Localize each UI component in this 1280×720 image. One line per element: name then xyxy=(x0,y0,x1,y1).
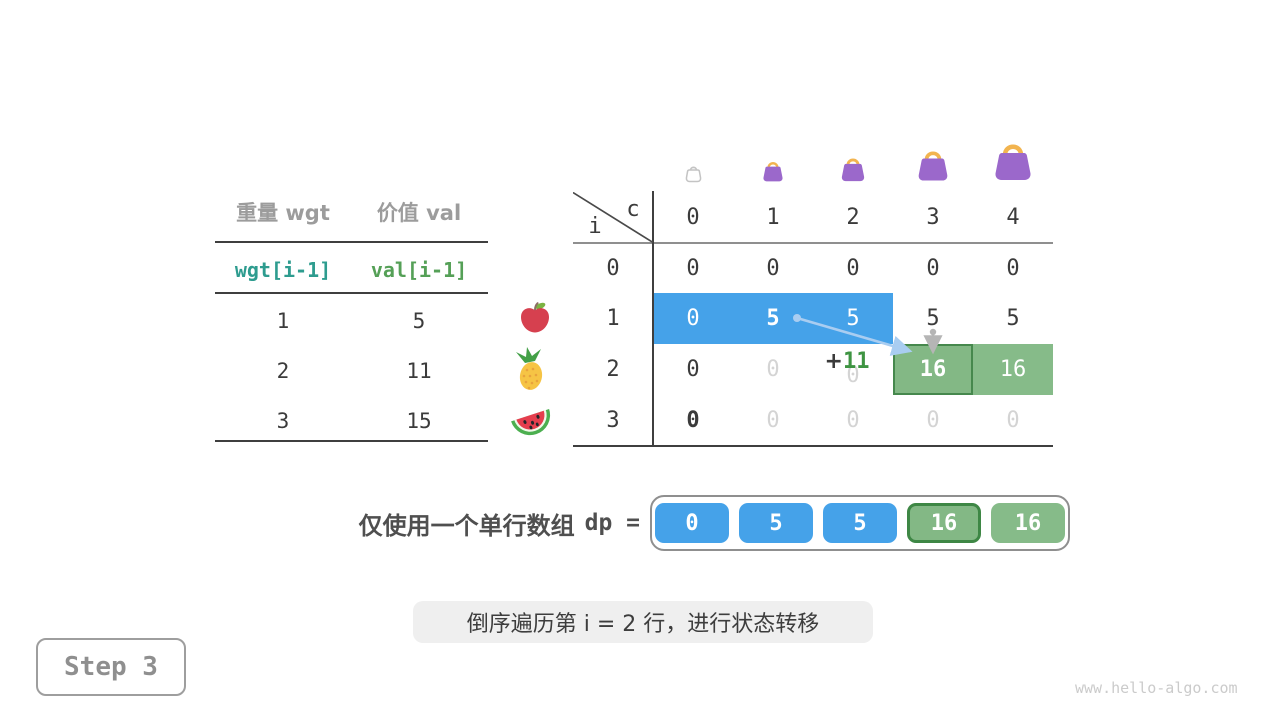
gray-transition-arrow xyxy=(923,328,943,355)
col-header-4: 4 xyxy=(1006,204,1020,230)
dp-array-container: 0 5 5 16 16 xyxy=(650,495,1070,551)
dp-cell-r0-c0: 0 xyxy=(686,256,700,281)
row-header-3: 3 xyxy=(606,408,620,433)
item-value-1: 5 xyxy=(412,309,426,333)
col-header-2: 2 xyxy=(846,204,860,230)
dp-cell-r1-c2: 5 xyxy=(846,306,860,331)
dp-array-cell-2: 5 xyxy=(823,503,897,543)
dp-cell-r1-c0: 0 xyxy=(686,306,700,331)
corner-label-c: c xyxy=(626,196,640,222)
col-header-3: 3 xyxy=(926,204,940,230)
apple-icon xyxy=(521,302,549,333)
dp-cell-r0-c4: 0 xyxy=(1006,256,1020,281)
dp-cell-r3-c2: 0 xyxy=(846,408,860,433)
corner-label-i: i xyxy=(588,213,602,239)
dp-cell-r1-c3: 5 xyxy=(926,306,940,331)
dp-cell-r0-c3: 0 xyxy=(926,256,940,281)
pineapple-icon xyxy=(516,347,543,390)
dp-cell-r0-c2: 0 xyxy=(846,256,860,281)
row-header-0: 0 xyxy=(606,256,620,281)
corner-diagonal-line xyxy=(573,192,653,243)
item-table-header-weight: 重量 wgt xyxy=(236,201,330,225)
bag-icon-small xyxy=(763,162,783,182)
transition-annotation: +11 xyxy=(807,348,887,374)
item-table-divider-middle xyxy=(215,292,488,294)
dp-cell-r1-c4: 5 xyxy=(1006,306,1020,331)
dp-cell-r2-c1: 0 xyxy=(766,357,780,382)
item-table-divider-top xyxy=(215,241,488,243)
item-table-header-value: 价值 val xyxy=(376,201,462,225)
dp-array-cell-0: 0 xyxy=(655,503,729,543)
dp-cell-r2-c3: 16 xyxy=(919,357,947,382)
item-value-3: 15 xyxy=(406,409,432,433)
empty-bag-icon xyxy=(685,166,702,183)
dp-cell-r2-c2: 0 xyxy=(846,363,860,388)
item-weight-2: 2 xyxy=(276,359,290,383)
blue-transition-arrow xyxy=(793,314,913,356)
dp-array-cell-1: 5 xyxy=(739,503,813,543)
dp-cell-r3-c4: 0 xyxy=(1006,408,1020,433)
col-header-1: 1 xyxy=(766,204,780,230)
state-transition-arrows xyxy=(793,314,943,356)
item-table-code-val: val[i-1] xyxy=(370,258,468,282)
watermelon-icon xyxy=(511,408,551,436)
item-value-2: 11 xyxy=(406,359,432,383)
dp-cell-r3-c0: 0 xyxy=(686,408,700,433)
row-header-2: 2 xyxy=(606,357,620,382)
dp-array-label: 仅使用一个单行数组 dp = xyxy=(290,495,640,551)
dp-cell-r0-c1: 0 xyxy=(766,256,780,281)
dp-table-header-divider xyxy=(573,242,1053,244)
dp-table-vertical-border xyxy=(652,191,654,447)
item-table-divider-bottom xyxy=(215,440,488,442)
bag-icon-large xyxy=(918,151,948,181)
dp-cell-r3-c1: 0 xyxy=(766,408,780,433)
bag-icon-xlarge xyxy=(995,144,1031,180)
dp-cell-r1-c1: 5 xyxy=(766,306,780,331)
bag-icon-medium xyxy=(841,158,865,182)
row-header-1: 1 xyxy=(606,306,620,331)
item-weight-1: 1 xyxy=(276,309,290,333)
dp-array-label-text: 仅使用一个单行数组 xyxy=(358,511,575,540)
dp-cell-updated-highlight xyxy=(973,344,1053,395)
step-indicator: Step 3 xyxy=(36,638,186,696)
item-weight-3: 3 xyxy=(276,409,290,433)
dp-cell-r2-c0: 0 xyxy=(686,357,700,382)
dp-array-cell-4: 16 xyxy=(991,503,1065,543)
status-bar: 倒序遍历第 i = 2 行，进行状态转移 xyxy=(413,601,873,643)
annotation-value: 11 xyxy=(842,348,870,374)
col-header-0: 0 xyxy=(686,204,700,230)
dp-cell-r3-c3: 0 xyxy=(926,408,940,433)
dp-array-label-code: dp = xyxy=(584,510,640,536)
annotation-plus-sign: + xyxy=(824,348,843,374)
dp-table-bottom-border xyxy=(573,445,1053,447)
watermark: www.hello-algo.com xyxy=(1075,679,1238,697)
item-table-code-wgt: wgt[i-1] xyxy=(234,258,332,282)
dp-array-cell-3: 16 xyxy=(907,503,981,543)
dp-cell-r2-c4: 16 xyxy=(999,357,1027,382)
